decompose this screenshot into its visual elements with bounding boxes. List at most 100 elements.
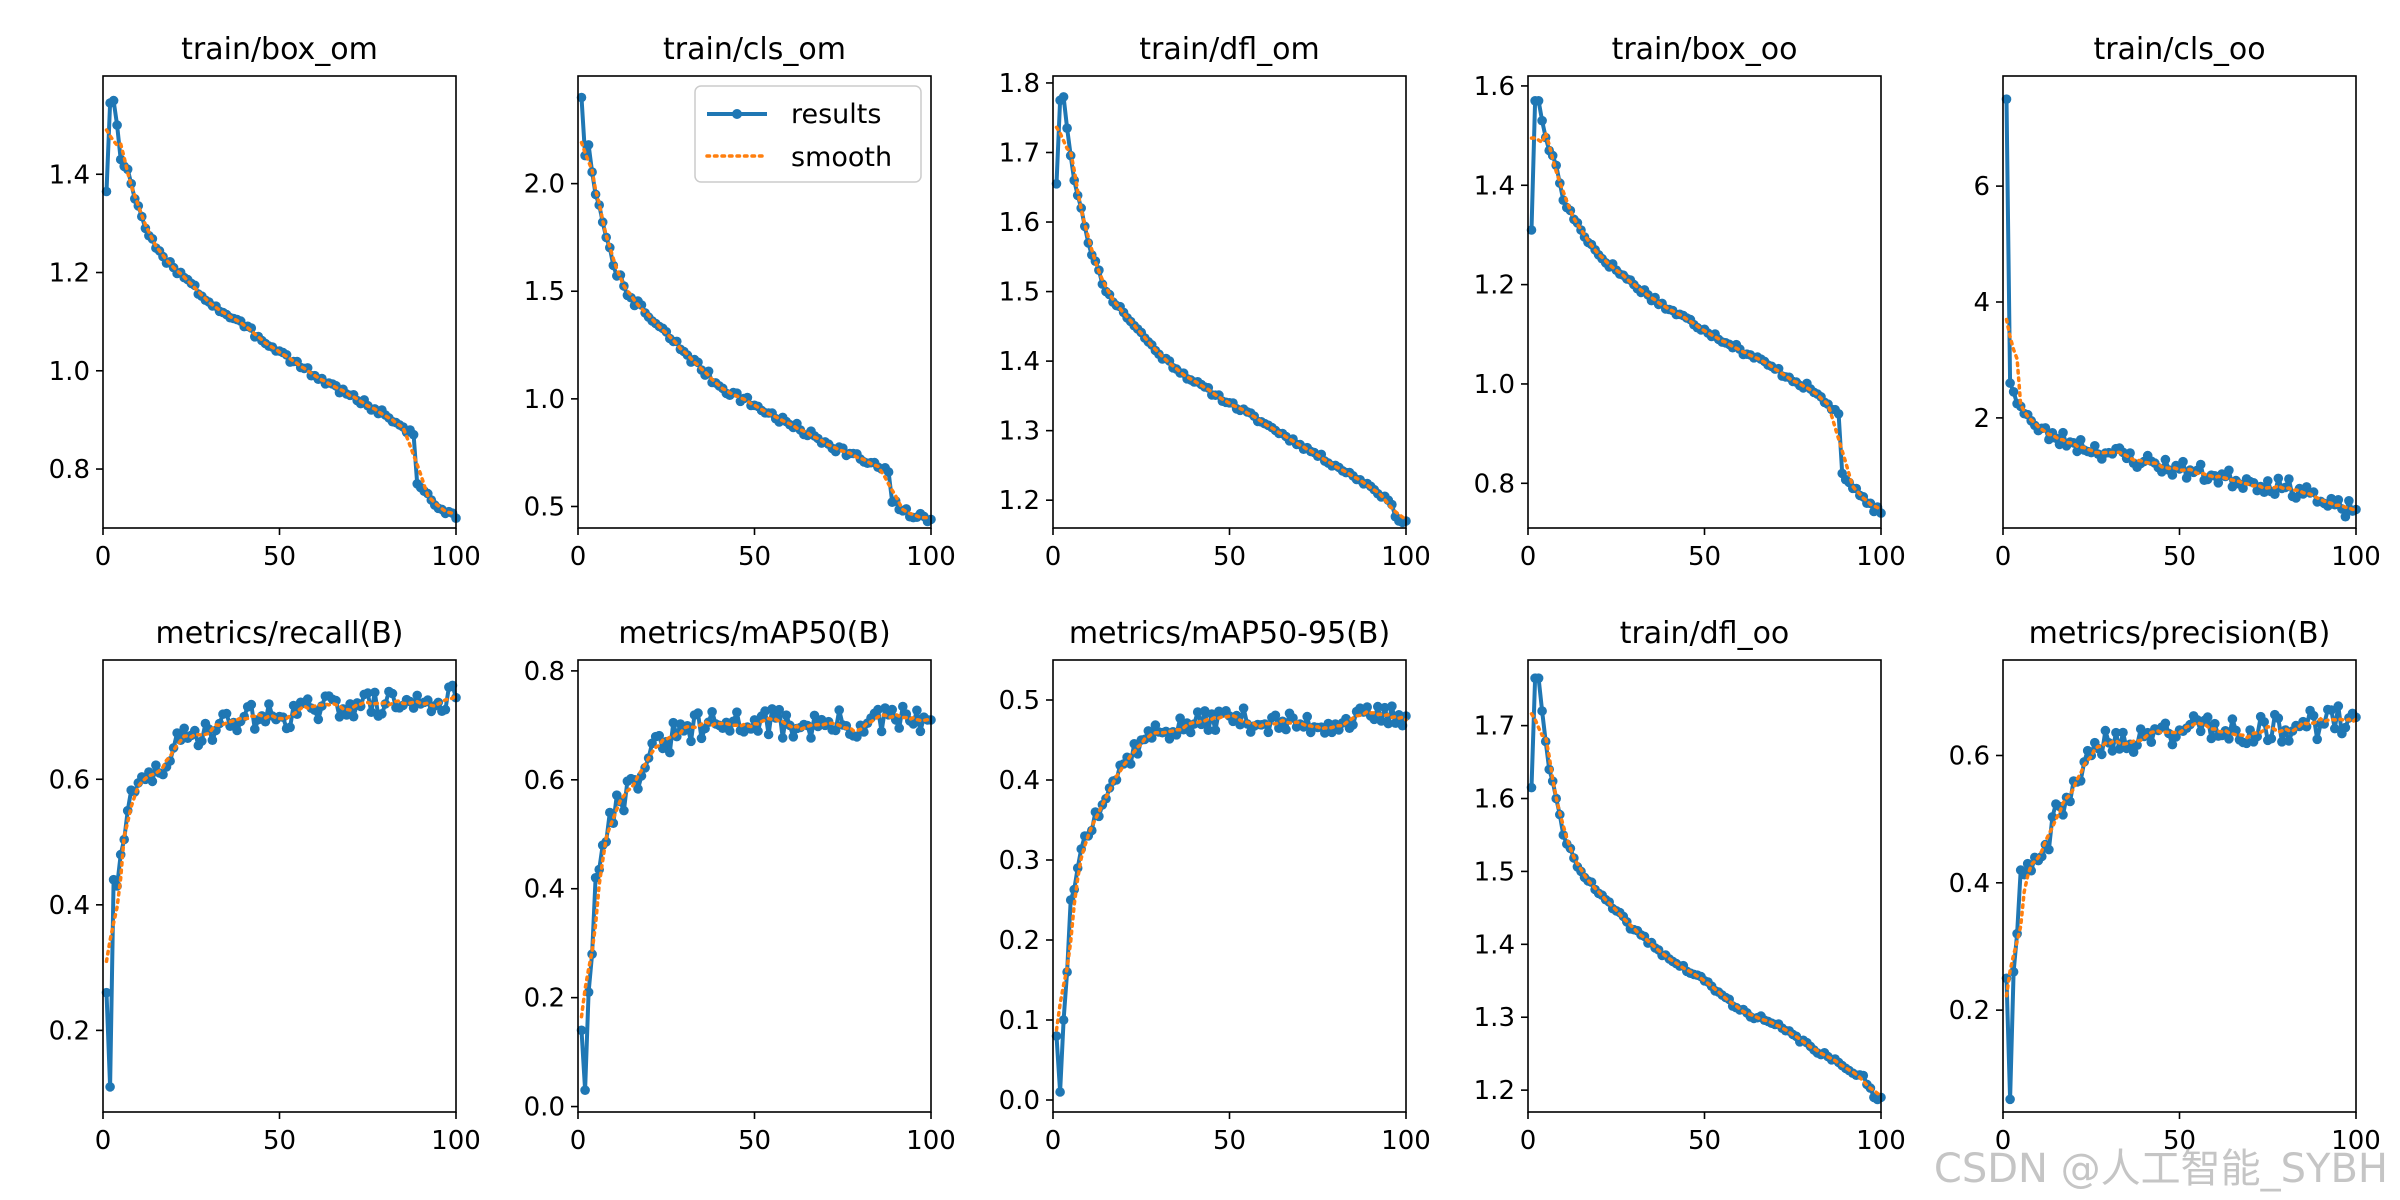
results-point [894, 723, 904, 733]
subplot-train-dfl-oo: train/dfl_oo 0 50 100 1.2 1.3 1.4 1.5 1.6 1.7 [1474, 616, 1906, 1156]
results-point [876, 726, 887, 737]
results-point [763, 729, 774, 740]
results-line [2004, 704, 2358, 1102]
results-point [105, 1082, 115, 1092]
x-tick-label: 100 [1381, 542, 1431, 572]
smooth-line [579, 712, 933, 1019]
results-point [2273, 713, 2284, 723]
results-point [1125, 759, 1136, 769]
results-point [232, 725, 242, 736]
results-point [583, 140, 594, 150]
results-point [2238, 483, 2248, 494]
subplot-train-dfl-om: train/dfl_om 0 50 100 1.2 1.3 1.4 1.5 1.6 1.7 1.8 [999, 32, 1431, 572]
results-point [654, 730, 664, 741]
results-point [834, 705, 844, 715]
results-point [408, 429, 419, 440]
results-point [883, 467, 894, 477]
results-point [2044, 844, 2054, 855]
y-tick-label: 1.2 [49, 259, 90, 289]
y-tick-label: 0.4 [524, 875, 565, 905]
results-point [2340, 511, 2351, 522]
results-point [1533, 96, 1544, 106]
legend: results smooth [694, 85, 922, 183]
results-point [2047, 812, 2058, 822]
results-point [707, 707, 717, 717]
results-point [2266, 733, 2277, 744]
results-point [108, 95, 119, 106]
results-point [1175, 713, 1185, 723]
x-tick-label: 0 [95, 542, 112, 572]
subplot-metrics-precision-b-: metrics/precision(B) 0 50 100 0.2 0.4 0.6 [1949, 616, 2381, 1156]
axes-frame [1052, 75, 1407, 529]
y-tick-label: 0.4 [49, 891, 90, 921]
x-tick-label: 50 [263, 542, 296, 572]
results-point [2270, 489, 2280, 500]
results-point [2291, 493, 2301, 503]
y-tick-label: 0.8 [1474, 469, 1515, 499]
results-point [207, 735, 218, 745]
y-tick-label: 1.6 [999, 208, 1040, 238]
results-point [767, 704, 777, 714]
results-point [1238, 703, 1249, 713]
x-tick-label: 100 [2331, 542, 2381, 572]
results-point [908, 719, 919, 729]
x-tick-label: 100 [2331, 1126, 2381, 1156]
results-point [2160, 718, 2171, 729]
subplot-title: train/dfl_oo [1620, 616, 1790, 651]
x-tick-label: 50 [1213, 542, 1246, 572]
results-point [172, 728, 182, 738]
y-tick-label: 0.1 [999, 1006, 1040, 1036]
results-point [2111, 727, 2121, 738]
legend-smooth-label: smooth [791, 142, 892, 173]
results-point [1058, 1015, 1069, 1025]
results-point [583, 987, 594, 997]
x-tick-label: 0 [95, 1126, 112, 1156]
results-point [2160, 454, 2171, 465]
results-point [809, 710, 820, 721]
x-tick-label: 0 [1520, 1126, 1537, 1156]
results-point [590, 873, 601, 883]
smooth-line [104, 693, 458, 964]
y-tick-label: 1.2 [999, 486, 1040, 516]
results-point [1263, 727, 1274, 738]
legend-results-label: results [791, 99, 881, 130]
subplot-train-box-om: train/box_om 0 50 100 0.8 1.0 1.2 1.4 [49, 32, 481, 572]
y-tick-label: 1.2 [1474, 1076, 1515, 1106]
results-point [605, 807, 615, 818]
subplot-title: metrics/mAP50(B) [618, 616, 890, 651]
results-point [250, 724, 260, 734]
y-tick-label: 1.7 [999, 138, 1040, 168]
results-point [1185, 727, 1196, 738]
subplot-title: train/box_oo [1612, 32, 1798, 67]
x-tick-label: 50 [263, 1126, 296, 1156]
results-point [408, 703, 419, 713]
results-point [1526, 225, 1537, 235]
y-tick-label: 1.2 [1474, 271, 1515, 301]
results-point [2340, 722, 2351, 733]
results-point [1210, 725, 1221, 735]
results-point [2005, 1094, 2015, 1105]
y-tick-label: 1.0 [1474, 370, 1515, 400]
results-point [665, 747, 675, 758]
y-tick-label: 0.2 [1949, 996, 1990, 1026]
y-tick-label: 0.5 [524, 492, 565, 522]
results-point [852, 732, 862, 742]
subplot-title: train/box_om [181, 32, 378, 67]
results-point [2224, 734, 2234, 744]
results-line [1529, 98, 1883, 515]
results-line [104, 98, 458, 520]
results-point [285, 722, 295, 733]
results-line [2004, 99, 2357, 519]
results-point [1320, 728, 1330, 738]
results-point [2008, 387, 2019, 397]
x-tick-label: 0 [1520, 542, 1537, 572]
results-line [579, 704, 931, 1093]
results-point [1281, 724, 1291, 735]
x-tick-label: 0 [1045, 1126, 1062, 1156]
results-point [264, 699, 274, 709]
results-point [1397, 720, 1408, 731]
results-point [1270, 710, 1281, 721]
y-tick-label: 0.2 [524, 984, 565, 1014]
results-point [1526, 782, 1537, 793]
axes-frame [102, 659, 457, 1113]
